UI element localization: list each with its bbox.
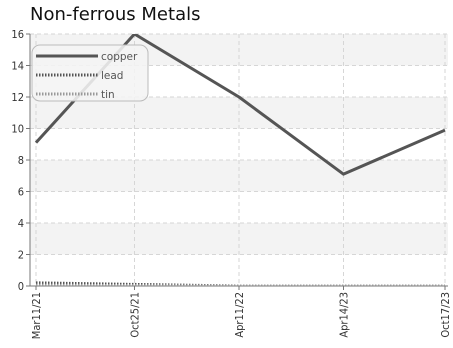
y-tick-label: 16 <box>11 28 24 41</box>
chart-title: Non-ferrous Metals <box>30 4 200 25</box>
legend-label-lead: lead <box>101 70 123 82</box>
legend-box <box>31 44 149 102</box>
y-tick-label: 2 <box>18 249 24 262</box>
x-tick-label: Oct25/21 <box>129 292 142 338</box>
y-tick-label: 6 <box>18 186 24 199</box>
x-tick-label: Apr11/22 <box>233 292 246 338</box>
y-tick-label: 12 <box>11 91 24 104</box>
y-tick-labels: 0 2 4 6 8 10 12 14 16 <box>11 28 30 293</box>
x-tick-label: Mar11/21 <box>30 292 43 339</box>
x-tick-label: Oct17/23 <box>439 292 452 338</box>
y-tick-label: 8 <box>18 154 24 167</box>
y-tick-label: 10 <box>11 123 24 136</box>
legend-label-copper: copper <box>101 51 138 63</box>
y-tick-label: 0 <box>18 280 24 293</box>
y-tick-label: 14 <box>11 60 24 73</box>
x-tick-label: Apr14/23 <box>338 292 351 338</box>
x-tick-labels: Mar11/21 Oct25/21 Apr11/22 Apr14/23 Oct17/23 <box>30 286 452 339</box>
y-tick-label: 4 <box>18 217 24 230</box>
legend: copper lead tin <box>31 44 149 102</box>
legend-label-tin: tin <box>101 89 115 101</box>
